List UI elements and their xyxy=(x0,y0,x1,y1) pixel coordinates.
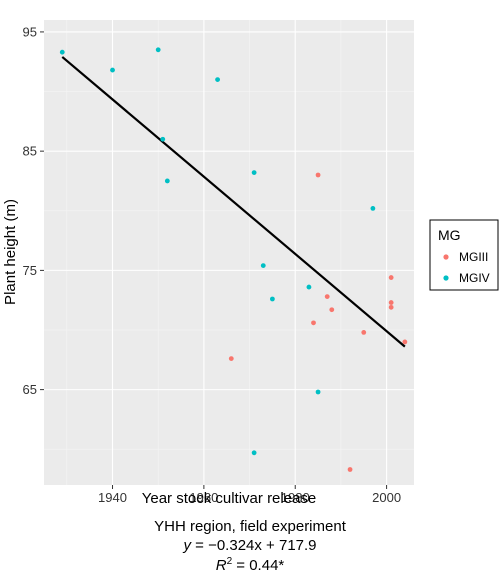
data-point-mgiv xyxy=(251,170,257,176)
data-point-mgiii xyxy=(347,467,353,472)
x-tick-label: 1940 xyxy=(98,490,127,505)
data-point-mgiii xyxy=(361,329,367,335)
data-point-mgiii xyxy=(329,307,335,313)
regression-line xyxy=(61,56,406,348)
plot-panel xyxy=(44,20,414,485)
y-tick-label: 95 xyxy=(23,24,37,39)
data-point-mgiii xyxy=(402,339,408,345)
data-point-mgiii xyxy=(388,304,394,310)
data-point-mgiv xyxy=(251,450,257,456)
y-tick-label: 85 xyxy=(23,144,37,159)
r2-superscript: 2 xyxy=(226,556,233,567)
legend-marker-mgiii xyxy=(443,254,449,260)
data-point-mgiv xyxy=(160,136,166,142)
data-point-mgiii xyxy=(228,356,234,362)
region-caption: YHH region, field experiment xyxy=(154,518,346,535)
legend-marker-mgiv xyxy=(443,275,449,281)
r2-symbol: R xyxy=(215,557,227,574)
regression-equation: y = −0.324x + 717.9 xyxy=(0,537,500,554)
x-tick-label: 1960 xyxy=(189,490,218,505)
data-point-mgiii xyxy=(388,300,394,305)
equation-y-symbol: y xyxy=(183,537,191,554)
legend-label-mgiii: MGIII xyxy=(459,250,488,264)
data-point-mgiv xyxy=(164,178,170,184)
data-point-mgiv xyxy=(59,49,65,55)
minor-gridlines xyxy=(44,20,414,485)
x-tick-label: 2000 xyxy=(372,490,401,505)
data-point-mgiv xyxy=(215,77,220,83)
data-point-mgiii xyxy=(324,294,330,300)
legend: MG MGIII MGIV xyxy=(429,219,499,291)
data-points xyxy=(59,47,408,472)
data-point-mgiv xyxy=(155,47,161,53)
legend-label-mgiv: MGIV xyxy=(459,271,490,285)
x-axis-ticks: 1940 1960 1980 2000 xyxy=(98,485,401,505)
r2-value: = 0.44* xyxy=(232,557,285,574)
y-axis-title: Plant height (m) xyxy=(2,199,19,305)
y-axis-ticks: 65 75 85 95 xyxy=(23,24,44,397)
data-point-mgiii xyxy=(311,320,316,326)
data-point-mgiv xyxy=(110,67,115,73)
data-point-mgiv xyxy=(269,296,275,302)
legend-title: MG xyxy=(438,227,461,243)
legend-box xyxy=(429,219,499,291)
x-axis-title: Year stock cultivar release xyxy=(142,490,317,507)
data-point-mgiv xyxy=(315,389,321,395)
trendline-group xyxy=(61,56,406,348)
equation-body: = −0.324x + 717.9 xyxy=(190,537,317,554)
x-tick-label: 1980 xyxy=(281,490,310,505)
data-point-mgiv xyxy=(306,284,312,290)
r-squared-label: R2 = 0.44* xyxy=(0,556,500,574)
y-tick-label: 65 xyxy=(23,382,37,397)
data-point-mgiv xyxy=(260,263,266,269)
data-point-mgiii xyxy=(315,172,321,178)
data-point-mgiii xyxy=(388,275,394,280)
y-tick-label: 75 xyxy=(23,263,37,278)
data-point-mgiv xyxy=(370,205,376,211)
